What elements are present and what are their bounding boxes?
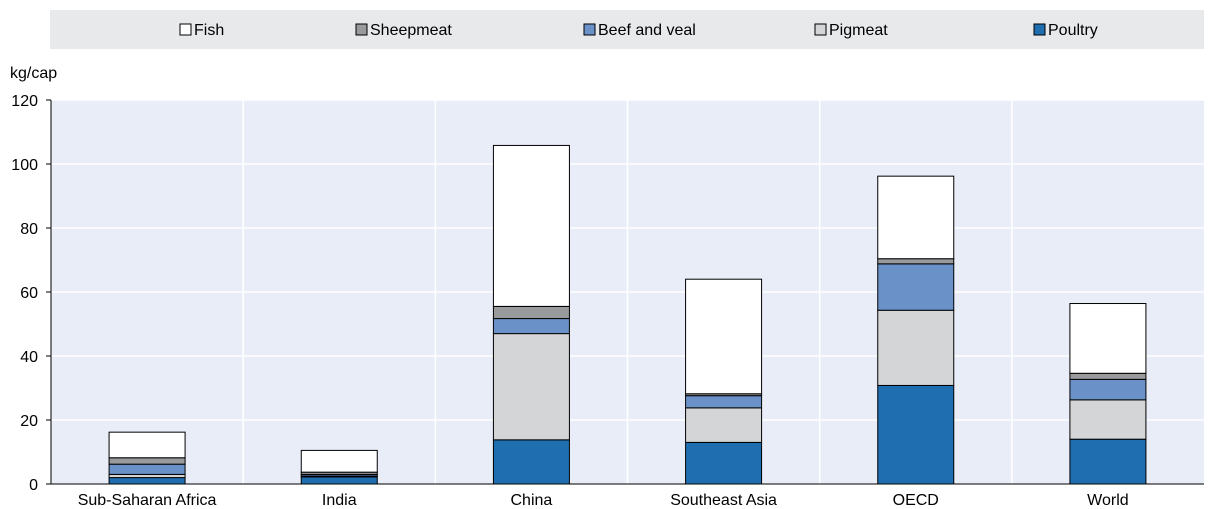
bar-segment-beef-and-veal (685, 395, 763, 409)
legend-swatch (1033, 23, 1046, 36)
bar-segment-pigmeat (1069, 399, 1147, 440)
x-category-label: OECD (893, 492, 939, 509)
bar-segment-poultry (1069, 438, 1147, 485)
bar-segment-sheepmeat (108, 457, 186, 465)
bar-segment-pigmeat (492, 333, 570, 441)
legend-swatch (583, 23, 596, 36)
bar-segment-poultry (300, 476, 378, 485)
legend-label: Pigmeat (829, 22, 888, 39)
bar-segment-sheepmeat (492, 305, 570, 320)
x-category-label: Southeast Asia (670, 492, 777, 509)
y-tick-label: 60 (20, 285, 38, 302)
y-tick-label: 40 (20, 349, 38, 366)
bar-segment-sheepmeat (877, 258, 955, 265)
bar-segment-fish (492, 144, 570, 307)
y-tick-label: 120 (11, 93, 38, 110)
legend-swatch (355, 23, 368, 36)
bar-segment-beef-and-veal (108, 463, 186, 475)
bars (108, 144, 1147, 485)
gridlines (51, 99, 1204, 484)
legend-label: Fish (194, 22, 224, 39)
bar-segment-pigmeat (685, 407, 763, 443)
bar-segment-pigmeat (877, 309, 955, 386)
legend: Fish Sheepmeat Beef and veal Pigmeat Poultry (179, 22, 1098, 39)
legend-label: Poultry (1048, 22, 1098, 39)
bar-segment-fish (108, 431, 186, 459)
y-tick-label: 80 (20, 221, 38, 238)
bar-segment-beef-and-veal (1069, 378, 1147, 401)
bar-segment-poultry (685, 441, 763, 485)
bar-segment-fish (685, 278, 763, 395)
legend-swatch (814, 23, 827, 36)
bar-segment-poultry (492, 439, 570, 485)
y-tick-label: 20 (20, 413, 38, 430)
x-axis-labels: Sub-Saharan Africa India China Southeast As… (78, 492, 1129, 509)
x-category-label: Sub-Saharan Africa (78, 492, 217, 509)
bar-segment-poultry (108, 477, 186, 485)
x-category-label: World (1087, 492, 1129, 509)
bar-segment-beef-and-veal (492, 318, 570, 335)
bar-segment-fish (1069, 303, 1147, 374)
bar-segment-poultry (877, 384, 955, 485)
legend-swatch (179, 23, 192, 36)
y-tick-label: 100 (11, 157, 38, 174)
legend-label: Beef and veal (598, 22, 696, 39)
bar-segment-beef-and-veal (877, 263, 955, 311)
bar-segment-sheepmeat (1069, 372, 1147, 380)
legend-background (50, 10, 1204, 49)
bar-segment-fish (300, 449, 378, 473)
bar-segment-fish (877, 175, 955, 260)
y-axis-title: kg/cap (10, 65, 57, 82)
y-tick-label: 0 (29, 477, 38, 494)
legend-label: Sheepmeat (370, 22, 452, 39)
x-category-label: China (511, 492, 553, 509)
y-axis-ticks: 0 20 40 60 80 100 120 (11, 93, 52, 494)
x-category-label: India (322, 492, 357, 509)
